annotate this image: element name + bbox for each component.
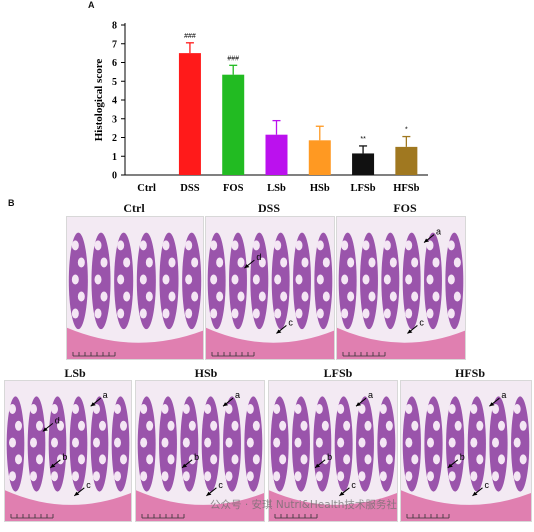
- bar-lsb: [265, 134, 288, 175]
- histological-score-chart: 0 1 2 3 4 5 6 7 8 Histological score Ctrl ### DSS ###…: [93, 21, 428, 194]
- panel-a-label: A: [88, 0, 95, 10]
- micrograph-lfsb: a b c: [268, 380, 398, 522]
- significance-mark: *: [405, 127, 408, 134]
- significance-mark: ###: [227, 55, 239, 62]
- scale-bar: [10, 514, 54, 519]
- bar-lfsb: [352, 153, 375, 175]
- arrow-label: c: [86, 480, 91, 490]
- y-axis-label: Histological score: [93, 59, 105, 142]
- arrow-label: c: [288, 317, 293, 327]
- significance-mark: ###: [184, 33, 196, 40]
- y-tick-label: 2: [112, 133, 117, 144]
- arrow-marker: a: [355, 390, 373, 407]
- arrow-label: d: [55, 415, 60, 425]
- micrograph-title-lfsb: LFSb: [323, 366, 353, 380]
- arrow-label: c: [351, 480, 356, 490]
- arrow-label: c: [485, 480, 490, 490]
- y-tick-label: 5: [112, 77, 117, 88]
- scale-bar: [274, 514, 318, 519]
- micrograph-title-fos: FOS: [393, 201, 417, 215]
- x-tick-label: LSb: [267, 183, 286, 194]
- arrow-label: a: [436, 227, 441, 237]
- arrow-marker: a: [222, 390, 240, 407]
- arrow-label: a: [103, 390, 108, 400]
- micrograph-title-hfsb: HFSb: [454, 366, 485, 380]
- arrow-label: b: [460, 452, 465, 462]
- micrograph-ctrl: [66, 216, 204, 360]
- y-tick-label: 7: [112, 39, 117, 50]
- x-tick-label: LFSb: [351, 183, 376, 194]
- arrow-marker: c: [206, 480, 223, 497]
- arrow-label: b: [327, 452, 332, 462]
- arrow-label: a: [235, 390, 240, 400]
- arrow-label: c: [218, 480, 223, 490]
- arrow-label: b: [62, 452, 67, 462]
- y-tick-label: 6: [112, 58, 117, 69]
- arrow-marker: d: [42, 415, 60, 432]
- micrograph-title-hsb: HSb: [194, 366, 218, 380]
- y-tick-label: 0: [112, 171, 117, 182]
- x-tick-label: FOS: [223, 183, 244, 194]
- arrow-marker: b: [447, 452, 465, 469]
- arrow-label: a: [501, 390, 506, 400]
- micrograph-title-ctrl: Ctrl: [123, 201, 145, 215]
- micrograph-title-lsb: LSb: [64, 366, 86, 380]
- arrow-marker: b: [181, 452, 199, 469]
- scale-bar: [72, 352, 116, 357]
- y-tick-label: 1: [112, 152, 117, 163]
- watermark-text: 公众号 · 安琪 Nutri&Health技术服务社: [210, 499, 397, 511]
- y-tick-label: 3: [112, 114, 117, 125]
- scale-bar: [141, 514, 185, 519]
- x-tick-label: HSb: [310, 183, 330, 194]
- bar-hfsb: [395, 146, 418, 175]
- y-tick-label: 4: [112, 96, 117, 107]
- scale-bar: [211, 352, 255, 357]
- arrow-marker: a: [423, 227, 441, 243]
- bar-hsb: [308, 140, 331, 175]
- arrow-marker: a: [90, 390, 108, 407]
- arrow-marker: a: [489, 390, 506, 407]
- scale-bar: [342, 352, 386, 357]
- arrow-marker: b: [50, 452, 67, 469]
- arrow-marker: c: [407, 317, 424, 334]
- bar-dss: [178, 53, 201, 175]
- arrow-label: a: [368, 390, 373, 400]
- x-tick-label: HFSb: [393, 183, 419, 194]
- arrow-label: c: [419, 317, 424, 327]
- x-tick-label: DSS: [180, 183, 199, 194]
- bar-fos: [222, 74, 245, 175]
- micrograph-title-dss: DSS: [257, 201, 280, 215]
- arrow-marker: c: [276, 317, 293, 334]
- arrow-marker: b: [314, 452, 332, 469]
- panel-b-label: B: [8, 198, 15, 208]
- arrow-marker: c: [73, 480, 91, 497]
- arrow-label: b: [194, 452, 199, 462]
- arrow-marker: d: [244, 252, 261, 269]
- arrow-marker: c: [339, 480, 356, 497]
- micrograph-lsb: a d b c: [4, 380, 132, 522]
- x-tick-label: Ctrl: [137, 183, 156, 194]
- significance-mark: **: [360, 136, 366, 143]
- micrograph-hsb: a b c: [135, 380, 265, 522]
- scale-bar: [406, 514, 450, 519]
- y-tick-label: 8: [112, 21, 117, 32]
- arrow-marker: c: [472, 480, 490, 497]
- arrow-label: d: [256, 252, 261, 262]
- micrograph-hfsb: a b c: [400, 380, 532, 522]
